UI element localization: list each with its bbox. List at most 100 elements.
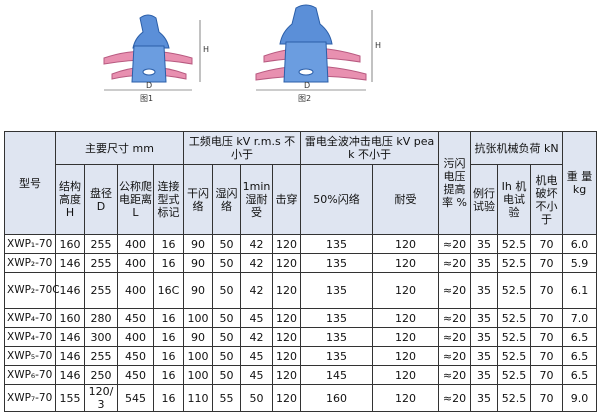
table-cell: 52.5 — [497, 272, 532, 309]
table-cell: 52.5 — [497, 308, 532, 328]
figure-caption: 图2 — [298, 94, 311, 103]
table-cell: 280 — [84, 308, 118, 328]
table-cell: 160 — [300, 384, 374, 412]
table-cell: 135 — [300, 272, 374, 309]
table-cell: 35 — [470, 253, 499, 273]
table-cell: 120 — [271, 327, 302, 347]
table-cell: 1min湿耐受 — [240, 164, 273, 235]
figure-caption: 图1 — [140, 94, 153, 103]
table-cell: 6.1 — [562, 272, 598, 309]
table-cell: 450 — [117, 346, 154, 366]
table-cell: 120 — [271, 384, 302, 412]
table-cell: ≈20 — [438, 308, 472, 328]
table-cell: 击穿 — [271, 164, 302, 235]
table-cell: 50 — [240, 384, 273, 412]
table-cell: 公称爬电距离 L — [117, 164, 154, 235]
table-cell: 52.5 — [497, 384, 532, 412]
table-cell: ≈20 — [438, 365, 472, 385]
table-cell: 120 — [372, 384, 440, 412]
table-cell: 50 — [212, 234, 241, 254]
table-cell: 50 — [212, 327, 241, 347]
table-row: XWP₆-70 146 250 450 16 100 50 45 120 145 120 ≈20 35 5… — [4, 365, 598, 385]
table-cell: 6.0 — [562, 234, 598, 254]
table-cell: ≈20 — [438, 384, 472, 412]
table-cell: XWP₅-70 — [4, 346, 56, 366]
height-label: H — [375, 41, 381, 50]
table-cell: 45 — [240, 365, 273, 385]
diameter-label: D — [146, 81, 152, 90]
table-cell: XWP₆-70 — [4, 365, 56, 385]
table-cell: 例行试验 — [470, 164, 499, 235]
table-cell: 120 — [271, 308, 302, 328]
table-cell: 42 — [240, 234, 273, 254]
table-cell: 干闪络 — [183, 164, 213, 235]
table-cell: 16 — [153, 365, 184, 385]
table-cell: 120 — [372, 365, 440, 385]
table-cell: 450 — [117, 308, 154, 328]
table-cell: 55 — [212, 384, 241, 412]
table-cell: 70 — [530, 234, 564, 254]
table-cell: 45 — [240, 308, 273, 328]
table-cell: XWP₁-70 — [4, 234, 56, 254]
table-cell: 盘径 D — [84, 164, 118, 235]
table-cell: Ih 机电试验 — [497, 164, 532, 235]
table-cell: 120/3 — [84, 384, 118, 412]
table-row: 结构高度 H 盘径 D 公称爬电距离 L 连接型式标记 干闪络 湿闪络 1min湿耐受 击穿 5… — [5, 164, 597, 235]
table-cell: 146 — [55, 272, 85, 309]
table-cell: 16C — [153, 272, 184, 309]
table-cell: 70 — [530, 272, 564, 309]
table-cell: 16 — [153, 234, 184, 254]
table-cell: 70 — [530, 253, 564, 273]
table-cell: 16 — [153, 253, 184, 273]
table-cell: ≈20 — [438, 272, 472, 309]
table-row: XWP₅-70 146 255 450 16 100 50 45 120 135 120 ≈20 35 5… — [4, 346, 598, 366]
table-cell: 135 — [300, 253, 374, 273]
table-cell: XWP₂-70C — [4, 272, 60, 309]
table-cell: 70 — [530, 308, 564, 328]
table-cell: 50%闪络 — [300, 164, 374, 235]
table-cell: XWP₄-70 — [4, 308, 56, 328]
table-cell: 120 — [372, 272, 440, 309]
insulator-figure-2: H D 图2 — [255, 4, 381, 103]
table-cell: 135 — [300, 327, 374, 347]
table-cell: 90 — [183, 272, 213, 309]
table-cell: 6.5 — [562, 346, 598, 366]
table-row: XWP₇-70 155 120/3 545 16 110 55 50 120 160 120 ≈20 3… — [4, 384, 598, 412]
table-cell: 52.5 — [497, 234, 532, 254]
table-cell: 6.5 — [562, 365, 598, 385]
table-cell: 湿闪络 — [212, 164, 241, 235]
table-cell: 450 — [117, 365, 154, 385]
table-cell: 255 — [84, 253, 118, 273]
table-cell: 100 — [183, 365, 213, 385]
table-cell: 110 — [183, 384, 213, 412]
table-cell: 120 — [271, 365, 302, 385]
table-cell: 6.5 — [562, 327, 598, 347]
table-cell: 120 — [372, 253, 440, 273]
table-cell: 16 — [153, 384, 184, 412]
table-cell: XWP₇-70 — [4, 384, 56, 412]
table-cell: 400 — [117, 272, 154, 309]
table-cell: 35 — [470, 346, 499, 366]
table-cell: 120 — [271, 272, 302, 309]
table-cell: 120 — [271, 346, 302, 366]
height-label: H — [203, 45, 209, 54]
table-cell: 50 — [212, 272, 241, 309]
table-cell: 120 — [372, 308, 440, 328]
table-cell: 50 — [212, 346, 241, 366]
table-cell: 120 — [271, 253, 302, 273]
table-cell: 100 — [183, 308, 213, 328]
table-cell: 主要尺寸 mm — [55, 131, 184, 165]
table-cell: 重 量 kg — [562, 131, 598, 235]
table-cell: 255 — [84, 346, 118, 366]
table-cell: 35 — [470, 327, 499, 347]
table-cell: 545 — [117, 384, 154, 412]
table-cell: 400 — [117, 234, 154, 254]
table-cell: 42 — [240, 253, 273, 273]
spec-table: 型号 主要尺寸 mm 工频电压 kV r.m.s 不小于 雷电全波冲击电压 kV pe… — [4, 131, 598, 412]
table-cell: ≈20 — [438, 346, 472, 366]
table-cell: ≈20 — [438, 234, 472, 254]
table-cell: 42 — [240, 327, 273, 347]
table-cell: 135 — [300, 308, 374, 328]
table-cell: 工频电压 kV r.m.s 不小于 — [182, 131, 302, 165]
table-cell: 250 — [84, 365, 118, 385]
